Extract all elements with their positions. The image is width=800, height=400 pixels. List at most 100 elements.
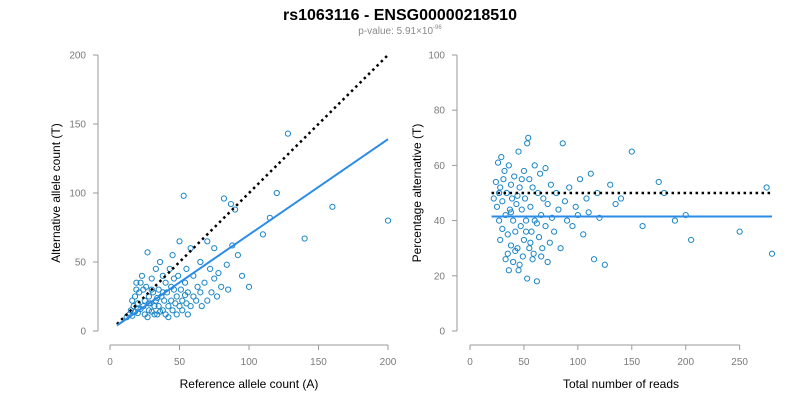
data-point (537, 170, 544, 177)
data-point (496, 217, 503, 224)
x-axis: 0 50 100 150 200 250 Total number of reads (467, 344, 748, 391)
data-point (557, 245, 564, 252)
data-point (516, 261, 523, 268)
data-point (138, 272, 146, 279)
data-point (607, 181, 614, 188)
data-point (576, 176, 584, 183)
y-axis-label: Percentage alternative (T) (410, 124, 424, 263)
data-point (156, 258, 164, 266)
data-point (208, 289, 215, 296)
x-tick-label: 250 (731, 357, 748, 368)
data-point (493, 203, 501, 210)
x-tick-label: 50 (518, 357, 530, 368)
x-tick-label: 0 (107, 357, 113, 368)
data-point (517, 223, 524, 230)
data-point (220, 195, 228, 202)
data-point (245, 283, 253, 290)
x-tick-label: 200 (677, 357, 694, 368)
data-point (227, 200, 235, 208)
data-point (197, 258, 204, 266)
data-point (170, 275, 178, 282)
data-point (193, 297, 200, 304)
data-point (572, 203, 579, 210)
data-point (218, 283, 225, 290)
data-point (580, 231, 587, 238)
data-point (204, 297, 211, 304)
data-point (515, 148, 522, 155)
data-points (490, 134, 776, 285)
data-point (496, 189, 503, 197)
data-point (183, 300, 190, 307)
data-point (384, 217, 392, 224)
data-point (301, 235, 308, 242)
data-point (502, 211, 509, 219)
data-point (544, 258, 551, 266)
data-point (238, 272, 246, 279)
data-point (177, 286, 184, 293)
data-point (528, 228, 535, 235)
data-point (540, 195, 547, 202)
scatter-panel-allele-counts: 0 50 100 150 200 Reference allele count (A) 0 5… (49, 51, 397, 392)
data-point (561, 198, 569, 205)
data-point (173, 293, 180, 300)
data-point (184, 311, 191, 318)
data-point (129, 297, 136, 304)
data-point (213, 293, 221, 300)
data-point (526, 245, 533, 252)
data-point (522, 217, 530, 224)
data-point (494, 159, 502, 166)
data-point (736, 228, 743, 235)
data-point (490, 195, 497, 202)
data-point (538, 211, 545, 219)
data-point (511, 173, 518, 180)
data-point (225, 286, 232, 293)
y-axis-label: Alternative allele count (T) (49, 123, 63, 262)
data-point (234, 252, 241, 259)
data-point (612, 200, 619, 208)
data-point (176, 303, 183, 310)
x-tick-label: 100 (570, 357, 587, 368)
data-point (524, 140, 531, 147)
data-point (194, 283, 201, 290)
y-tick-label: 100 (428, 51, 445, 62)
data-point (533, 278, 540, 285)
data-point (502, 256, 509, 263)
data-point (136, 289, 143, 296)
y-tick-label: 80 (434, 106, 446, 117)
y-tick-label: 200 (69, 51, 86, 62)
data-point (763, 184, 770, 191)
fit-line (116, 138, 389, 327)
data-point (512, 247, 519, 255)
reference-line (116, 54, 389, 325)
data-point (197, 289, 204, 296)
data-point (131, 293, 139, 300)
y-tick-label: 100 (69, 189, 86, 200)
data-point (518, 206, 525, 213)
data-point (566, 184, 573, 191)
data-point (531, 162, 538, 169)
data-point (542, 223, 549, 230)
data-point (204, 238, 211, 245)
data-point (165, 314, 172, 321)
data-point (546, 239, 553, 246)
data-point (522, 228, 530, 235)
data-point (547, 181, 554, 188)
data-point (179, 297, 186, 304)
data-point (140, 286, 147, 293)
data-point (655, 178, 662, 186)
y-tick-label: 0 (439, 327, 445, 338)
data-point (505, 162, 512, 169)
y-tick-label: 150 (69, 120, 86, 131)
data-point (151, 311, 158, 318)
data-point (590, 256, 598, 263)
data-point (499, 198, 506, 205)
data-point (179, 307, 186, 314)
data-point (529, 256, 536, 263)
data-point (145, 300, 153, 307)
data-point (127, 307, 134, 314)
data-point (211, 245, 218, 252)
data-point (518, 176, 525, 183)
x-axis-label: Reference allele count (A) (180, 377, 319, 391)
data-point (168, 297, 175, 304)
y-tick-label: 0 (80, 327, 86, 338)
